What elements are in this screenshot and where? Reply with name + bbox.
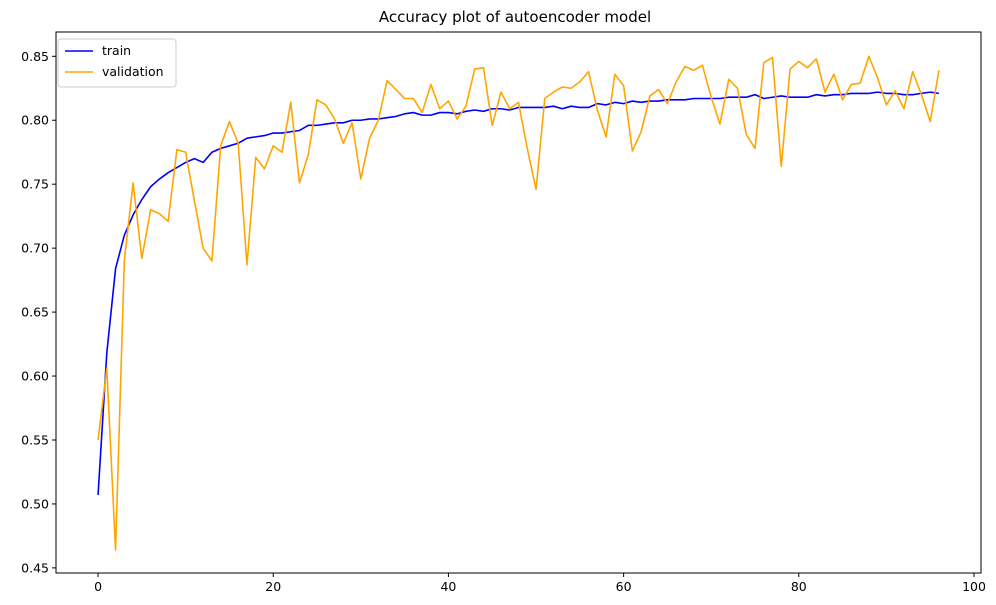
- x-tick-label: 80: [791, 579, 807, 594]
- y-tick-label: 0.85: [21, 49, 49, 64]
- y-tick-label: 0.50: [21, 496, 49, 511]
- x-tick-label: 20: [265, 579, 281, 594]
- y-tick-label: 0.60: [21, 369, 49, 384]
- plot-frame: [55, 31, 982, 574]
- chart-title: Accuracy plot of autoencoder model: [379, 8, 651, 26]
- y-tick-label: 0.80: [21, 113, 49, 128]
- x-tick-label: 0: [94, 579, 102, 594]
- legend-label-validation: validation: [102, 64, 164, 79]
- y-tick-label: 0.70: [21, 241, 49, 256]
- legend-label-train: train: [102, 43, 131, 58]
- legend: train validation: [57, 38, 177, 88]
- y-tick-label: 0.45: [21, 560, 49, 575]
- x-tick-label: 100: [962, 579, 986, 594]
- y-tick-label: 0.65: [21, 305, 49, 320]
- series-line-validation: [97, 55, 940, 551]
- x-tick-label: 40: [440, 579, 456, 594]
- y-tick-label: 0.55: [21, 432, 49, 447]
- x-tick-label: 60: [616, 579, 632, 594]
- plot-area: [97, 55, 940, 551]
- y-tick-label: 0.75: [21, 177, 49, 192]
